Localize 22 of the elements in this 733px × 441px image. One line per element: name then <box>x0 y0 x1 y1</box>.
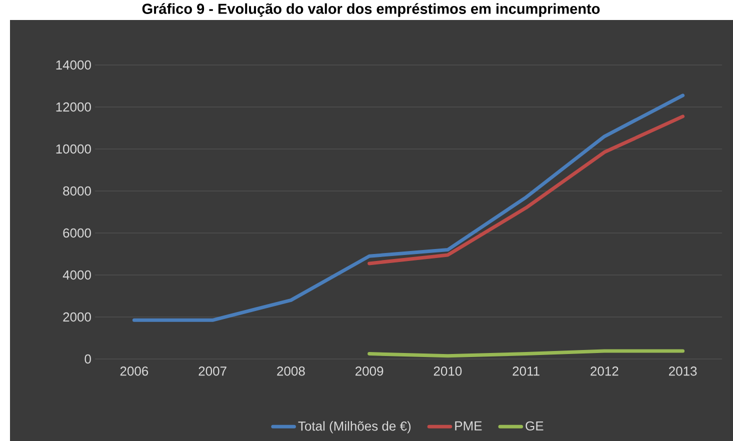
y-tick-label: 0 <box>84 354 91 364</box>
x-tick-label: 2012 <box>590 366 618 376</box>
y-tick-label: 6000 <box>63 228 91 238</box>
y-tick-label: 14000 <box>56 60 91 70</box>
x-tick-label: 2008 <box>277 366 305 376</box>
x-tick-label: 2007 <box>198 366 226 376</box>
y-tick-label: 2000 <box>63 312 91 322</box>
x-tick-label: 2011 <box>512 366 540 376</box>
x-tick-label: 2013 <box>669 366 697 376</box>
line-series <box>368 114 685 266</box>
x-tick-label: 2010 <box>434 366 462 376</box>
legend-label: GE <box>526 421 544 431</box>
legend-label: PME <box>455 421 482 430</box>
y-tick-label: 10000 <box>56 144 91 154</box>
y-tick-label: 12000 <box>56 102 91 112</box>
y-tick-label: 4000 <box>62 270 91 280</box>
legend-label: Total (Milhões de €) <box>298 421 411 434</box>
y-tick-label: 8000 <box>63 186 91 196</box>
x-tick-label: 2009 <box>356 366 384 376</box>
line-series <box>132 94 685 322</box>
x-tick-label: 2006 <box>120 366 148 376</box>
chart-title: Gráfico 9 - Evolução do valor dos empréstimos em incumprimento <box>142 3 600 17</box>
